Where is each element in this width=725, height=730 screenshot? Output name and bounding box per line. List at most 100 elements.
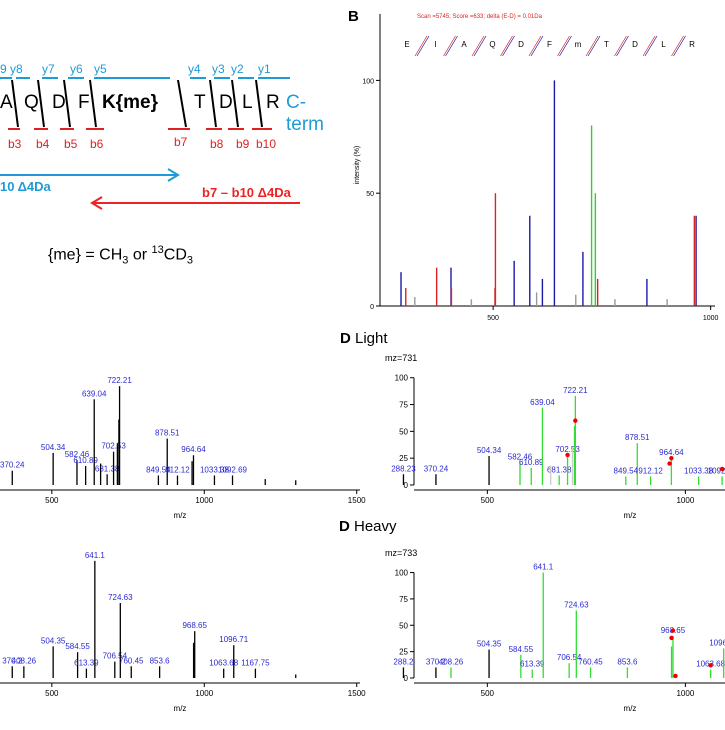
peak-label: 370.24 — [0, 461, 25, 470]
b-ion-label: b9 — [236, 137, 250, 151]
y-ion-slash — [587, 35, 601, 57]
x-axis-label: m/z — [624, 511, 637, 520]
peak-label: 584.55 — [65, 642, 90, 651]
heavy-heading-text: Heavy — [349, 518, 397, 535]
light-heading-letter: D — [340, 330, 351, 347]
sequence-residue: F — [78, 92, 90, 113]
peak-label: 849.54 — [146, 465, 171, 474]
matched-ion-dot — [669, 455, 674, 461]
light-left-spectrum: 500 1000 1500 m/z 370.24 504.34 582.46 610.89 63… — [0, 345, 375, 525]
peak-label: 370.24 — [424, 464, 449, 473]
peak-label: 912.12 — [638, 466, 663, 475]
peak-label: 724.63 — [564, 601, 589, 610]
sequence-residue: L — [661, 40, 666, 49]
b-ion-slash — [642, 35, 656, 57]
peak-label: 1167.75 — [241, 659, 270, 668]
y-tick-label: 100 — [395, 569, 409, 578]
y-tick-label: 100 — [395, 374, 409, 383]
spectrum-title: mz=733 — [385, 548, 417, 558]
b-ion-label: b8 — [210, 137, 224, 151]
sequence-residue: L — [242, 92, 253, 113]
peak-label: 1033.38 — [684, 466, 713, 475]
peak-label: 370.2 — [426, 657, 447, 666]
sequence-residue: F — [547, 40, 552, 49]
b-ion-slash — [471, 35, 485, 57]
sequence-residue: D — [219, 92, 233, 113]
y-ion-slash — [616, 35, 629, 57]
x-tick-label: 1500 — [348, 496, 366, 505]
matched-ion-dot — [670, 628, 676, 633]
spectrum-title: mz=731 — [385, 353, 417, 363]
peak-label: 853.6 — [150, 656, 171, 665]
x-axis-label: m/z — [624, 704, 637, 713]
matched-ion-dot — [573, 418, 578, 423]
x-tick-label: 500 — [45, 689, 59, 698]
sequence-residue: D — [632, 40, 638, 49]
sequence-residue: A — [461, 40, 467, 49]
y-tick-label: 75 — [399, 401, 408, 410]
y-ion-slash — [416, 35, 430, 57]
peak-label: 722.21 — [107, 376, 132, 385]
peak-label: 1096.71 — [219, 635, 248, 644]
x-tick-label: 500 — [45, 496, 59, 505]
y-tick-label: 50 — [399, 621, 408, 630]
panel-b-spectrum: Scan =5745; Score =633; delta (E-D) = 0.… — [354, 14, 719, 322]
matched-ion-dot — [669, 635, 674, 641]
y-ion-slash — [473, 35, 487, 57]
methyl-definition-prefix: {me} = CH — [48, 246, 123, 264]
peak-label: 878.51 — [155, 429, 180, 438]
peak-label: 582.46 — [508, 452, 533, 461]
b-ion-slash — [585, 35, 599, 57]
y-ion-label: y3 — [212, 62, 225, 76]
heavy-heading: D Heavy — [339, 518, 397, 535]
methyl-definition-or: or — [128, 246, 152, 264]
peak-label: 1063.68 — [209, 659, 238, 668]
peak-label: 702.53 — [101, 442, 126, 451]
x-tick-label: 500 — [481, 689, 495, 698]
y-tick-label: 50 — [399, 427, 408, 436]
y-ion-label: 9 — [0, 62, 7, 76]
peak-label: 504.34 — [41, 443, 66, 452]
matched-ion-dot — [708, 663, 713, 668]
b-ion-slash — [614, 35, 627, 57]
peak-label: 964.64 — [659, 448, 684, 457]
peak-label: 582.46 — [65, 450, 90, 459]
x-tick-label: 500 — [481, 496, 495, 505]
b-ion-label: b3 — [8, 137, 22, 151]
panel-b-label: B — [348, 8, 359, 25]
modified-lysine: K{me} — [102, 92, 158, 113]
peak-label: 853.6 — [617, 657, 638, 666]
peak-label: 878.51 — [625, 433, 650, 442]
methyl-definition-cd: CD — [163, 246, 187, 264]
methyl-definition-isotope: 13 — [151, 244, 164, 256]
b-ion-slash — [443, 35, 456, 57]
y-ion-label: y2 — [231, 62, 244, 76]
peak-label: 408.26 — [439, 657, 464, 666]
y-tick-label: 0 — [370, 304, 374, 311]
y-tick-label: 0 — [404, 481, 409, 490]
peak-label: 504.34 — [477, 446, 502, 455]
peptide-schematic: 9 y8 y7 y6 y5 y4 y3 y2 y1 A Q D F K{me} … — [0, 0, 330, 300]
peak-label: 288.23 — [391, 464, 416, 473]
y-ion-label: y7 — [42, 62, 55, 76]
sequence-residue: I — [434, 40, 436, 49]
peak-label: 724.63 — [108, 593, 133, 602]
x-tick-label: 1000 — [703, 315, 719, 322]
heavy-right-spectrum: mz=733 0 25 50 75 100 500 1000 m/z 288.2 370.2 408.… — [375, 540, 725, 725]
x-tick-label: 1000 — [195, 689, 213, 698]
sequence-residue: R — [266, 92, 280, 113]
y-ion-slash — [559, 35, 572, 57]
peak-label: 584.55 — [509, 645, 534, 654]
y-ion-slash — [673, 35, 686, 57]
heavy-right-plot: mz=733 0 25 50 75 100 500 1000 m/z 288.2 370.2408.… — [385, 548, 725, 713]
c-term-label: C-term — [286, 92, 324, 135]
x-axis-label: m/z — [174, 704, 187, 713]
arrow-left-label: b7 – b10 Δ4Da — [202, 185, 291, 200]
y-ion-slash — [530, 35, 544, 57]
light-heading: D Light — [340, 330, 388, 347]
methyl-definition-sub: 3 — [186, 254, 193, 267]
sequence-residue: m — [575, 40, 582, 49]
b-ion-label: b4 — [36, 137, 50, 151]
